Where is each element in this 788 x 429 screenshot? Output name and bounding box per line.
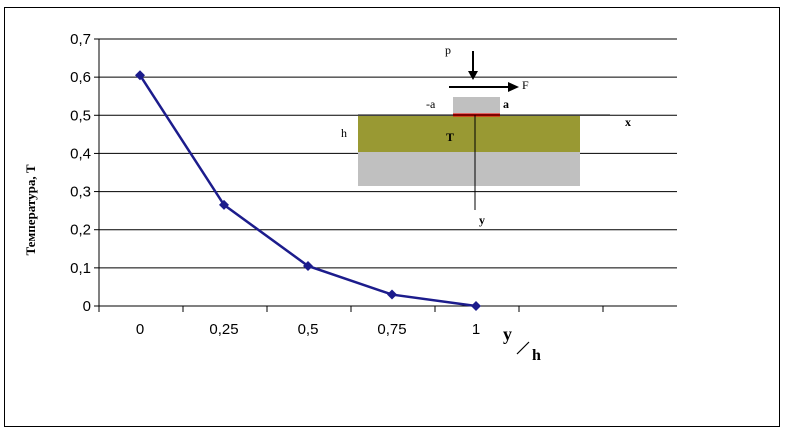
y-tick-label: 0,7 bbox=[70, 31, 91, 48]
axes bbox=[94, 38, 677, 312]
inset-label-h: h bbox=[341, 126, 347, 140]
y-axis-label: Температура, Т bbox=[23, 164, 38, 255]
data-point bbox=[387, 289, 397, 300]
data-point bbox=[303, 260, 313, 271]
inset-layer-T bbox=[358, 116, 580, 152]
x-tick-label: 0,75 bbox=[377, 321, 406, 338]
chart-frame: 0 0,1 0,2 0,3 0,4 0,5 0,6 0,7 0 0,25 0,5 0,75 1 Тем… bbox=[4, 7, 780, 427]
x-unit-numerator: y bbox=[503, 324, 512, 344]
x-tick-label: 0,5 bbox=[298, 321, 319, 338]
data-point bbox=[135, 70, 145, 81]
data-point bbox=[471, 301, 481, 311]
y-tick-label: 0,1 bbox=[70, 260, 91, 277]
y-tick-label: 0,4 bbox=[70, 145, 91, 162]
y-tick-label: 0,5 bbox=[70, 107, 91, 124]
inset-force-F-arrowhead bbox=[508, 82, 519, 92]
y-tick-label: 0,3 bbox=[70, 184, 91, 201]
inset-indenter bbox=[453, 97, 500, 115]
inset-label-y: y bbox=[479, 213, 485, 227]
data-point bbox=[219, 199, 229, 210]
x-tick-label: 0,25 bbox=[209, 321, 238, 338]
x-tick-label: 0 bbox=[136, 321, 144, 338]
temperature-chart: 0 0,1 0,2 0,3 0,4 0,5 0,6 0,7 0 0,25 0,5 0,75 1 Тем… bbox=[23, 31, 677, 364]
inset-label-x: x bbox=[625, 115, 631, 129]
y-tick-labels: 0 0,1 0,2 0,3 0,4 0,5 0,6 0,7 bbox=[70, 31, 91, 315]
inset-label-F: F bbox=[522, 78, 529, 92]
x-unit-slash bbox=[516, 341, 530, 355]
inset-diagram: p F -a a x h T y bbox=[341, 43, 631, 227]
x-unit-denominator: h bbox=[532, 347, 541, 364]
y-tick-label: 0,6 bbox=[70, 69, 91, 86]
x-axis-unit-label: y h bbox=[503, 324, 541, 364]
data-series bbox=[135, 70, 481, 311]
x-tick-labels: 0 0,25 0,5 0,75 1 bbox=[136, 321, 480, 338]
inset-force-p-arrowhead bbox=[468, 71, 478, 80]
inset-label-minus-a: -a bbox=[426, 97, 436, 111]
y-tick-label: 0 bbox=[83, 298, 91, 315]
x-tick-label: 1 bbox=[472, 321, 480, 338]
inset-label-a: a bbox=[503, 97, 509, 111]
inset-label-p: p bbox=[445, 43, 451, 57]
inset-label-T: T bbox=[446, 130, 454, 144]
y-tick-label: 0,2 bbox=[70, 222, 91, 239]
inset-base-block bbox=[358, 152, 580, 186]
